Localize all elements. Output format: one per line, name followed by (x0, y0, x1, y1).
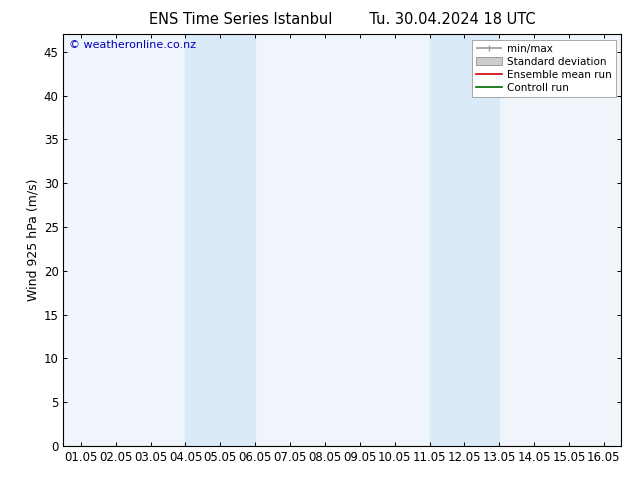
Bar (185, 34, 255, 446)
Text: © weatheronline.co.nz: © weatheronline.co.nz (69, 41, 196, 50)
Bar (429, 34, 500, 446)
Legend: min/max, Standard deviation, Ensemble mean run, Controll run: min/max, Standard deviation, Ensemble me… (472, 40, 616, 97)
Y-axis label: Wind 925 hPa (m/s): Wind 925 hPa (m/s) (27, 179, 39, 301)
Text: ENS Time Series Istanbul        Tu. 30.04.2024 18 UTC: ENS Time Series Istanbul Tu. 30.04.2024 … (149, 12, 536, 27)
